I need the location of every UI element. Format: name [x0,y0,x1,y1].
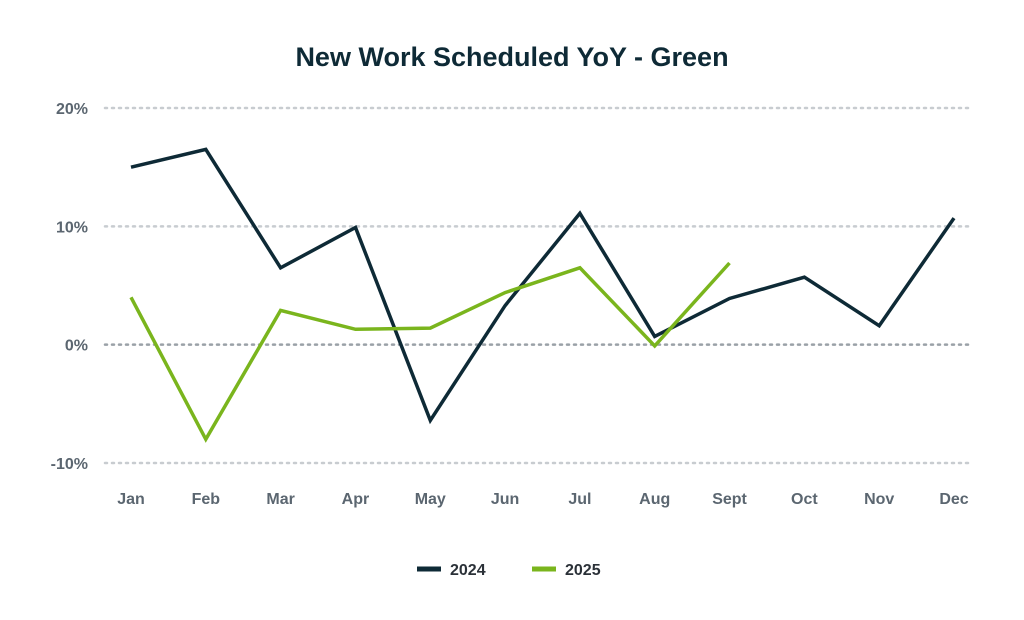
y-tick-label: 20% [56,101,88,118]
x-tick-label: Oct [791,491,818,508]
y-tick-label: 10% [56,219,88,236]
x-tick-label: Mar [266,491,294,508]
x-axis-ticks: Jan Feb Mar Apr May Jun Jul Aug Sept Oct Nov Dec [117,491,969,508]
y-axis-ticks: 20% 10% 0% -10% [51,101,88,473]
y-tick-label: -10% [51,456,88,473]
x-tick-label: Jan [117,491,145,508]
gridlines [103,106,972,465]
legend: 2024 2025 [417,562,601,579]
series-line-2024 [130,147,956,425]
x-tick-label: Dec [939,491,968,508]
x-tick-label: Aug [639,491,670,508]
series-lines [129,147,956,443]
x-tick-label: Nov [864,491,894,508]
x-tick-label: Apr [342,491,370,508]
legend-label-2024: 2024 [450,562,486,579]
x-tick-label: Jun [491,491,519,508]
x-tick-label: Sept [712,491,747,508]
series-line-2025 [129,261,731,443]
y-tick-label: 0% [65,338,88,355]
chart-title: New Work Scheduled YoY - Green [295,42,728,72]
x-tick-label: May [415,491,446,508]
x-tick-label: Jul [568,491,591,508]
legend-label-2025: 2025 [565,562,601,579]
x-tick-label: Feb [192,491,221,508]
